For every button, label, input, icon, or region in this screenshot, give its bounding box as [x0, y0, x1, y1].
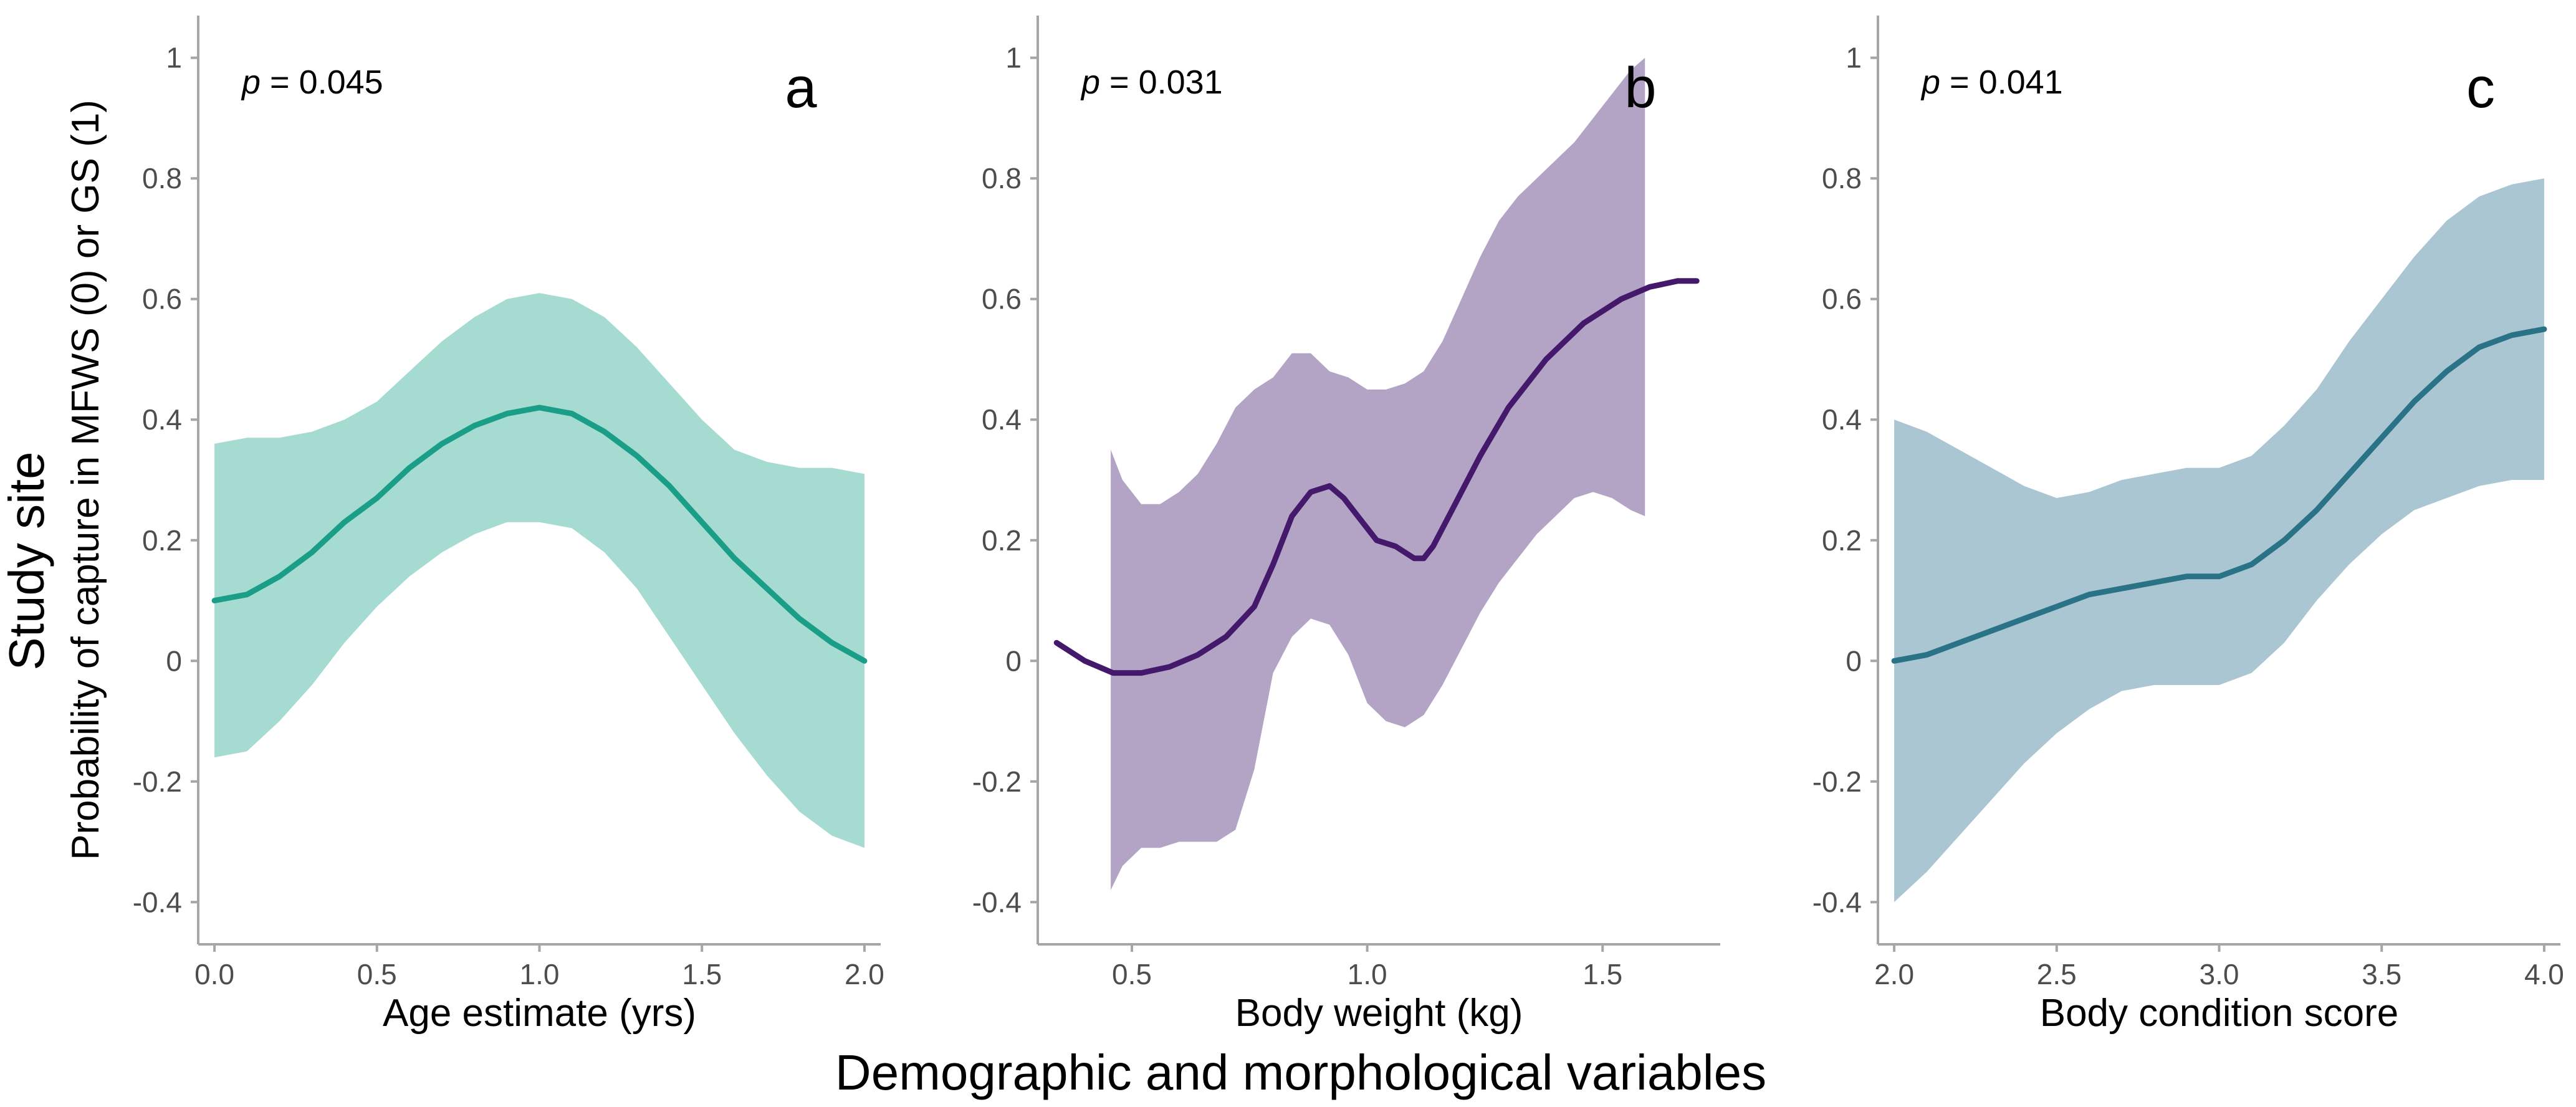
y-tick-label: 0: [1846, 645, 1862, 677]
x-tick-label: 0.5: [357, 958, 397, 990]
p-value-label: p = 0.045: [241, 64, 383, 101]
y-tick-label: 0.6: [142, 283, 182, 315]
y-tick-label: 1: [166, 42, 182, 74]
x-tick-label: 4.0: [2524, 958, 2564, 990]
x-axis-title-a: Age estimate (yrs): [383, 992, 696, 1035]
panels: -0.4 -0.2 0 0.2 0.4 0.6 0.8 1 0.0 0.5 1.0 1.5 2.0 Age…: [133, 16, 2564, 1035]
x-axis-title-b: Body weight (kg): [1235, 992, 1523, 1035]
y-tick-label: 0.8: [982, 162, 1022, 194]
panel-a: -0.4 -0.2 0 0.2 0.4 0.6 0.8 1 0.0 0.5 1.0 1.5 2.0 Age…: [133, 16, 884, 1035]
y-tick-label: -0.4: [972, 886, 1022, 918]
y-tick-label: 0.4: [982, 403, 1022, 436]
y-axis-title-sub: Probability of capture in MFWS (0) or GS…: [64, 100, 107, 860]
y-tick-label: 1: [1005, 42, 1022, 74]
x-tick-label: 2.0: [845, 958, 884, 990]
x-tick-label: 2.0: [1874, 958, 1914, 990]
y-tick-label: -0.4: [1812, 886, 1862, 918]
y-tick-label: 0.8: [1822, 162, 1862, 194]
y-tick-label: 0.2: [982, 524, 1022, 557]
y-tick-label: 0.4: [142, 403, 182, 436]
panel-letter-c: c: [2466, 56, 2495, 120]
y-tick-label: 0: [166, 645, 182, 677]
y-tick-label: 0.6: [982, 283, 1022, 315]
y-tick-label: 0.6: [1822, 283, 1862, 315]
y-tick-label: -0.4: [133, 886, 182, 918]
x-axis-title-c: Body condition score: [2040, 992, 2399, 1035]
x-tick-label: 0.0: [194, 958, 234, 990]
panel-c: -0.4 -0.2 0 0.2 0.4 0.6 0.8 1 2.0 2.5 3.0 3.5 4.0 Bod…: [1812, 16, 2564, 1035]
panel-letter-a: a: [785, 56, 817, 120]
x-tick-label: 1.0: [520, 958, 560, 990]
x-tick-label: 0.5: [1112, 958, 1152, 990]
y-tick-label: 0.2: [1822, 524, 1862, 557]
fit-line-c: [1891, 326, 2547, 664]
confidence-band-b: [1111, 57, 1645, 890]
y-tick-label: -0.2: [133, 765, 182, 798]
y-tick-label: 0.8: [142, 162, 182, 194]
x-tick-label: 2.5: [2037, 958, 2077, 990]
fit-line-b: [1053, 278, 1700, 676]
x-axis-title-main: Demographic and morphological variables: [835, 1045, 1766, 1100]
x-tick-label: 1.5: [682, 958, 722, 990]
confidence-band-a: [214, 293, 864, 848]
y-tick-label: -0.2: [1812, 765, 1862, 798]
panel-b: -0.4 -0.2 0 0.2 0.4 0.6 0.8 1 0.5 1.0 1.5 Body weig…: [972, 16, 1720, 1035]
p-value-label: p = 0.031: [1080, 64, 1223, 101]
panel-letter-b: b: [1624, 56, 1656, 120]
x-tick-label: 1.0: [1348, 958, 1387, 990]
y-tick-label: 0: [1005, 645, 1022, 677]
y-tick-label: 1: [1846, 42, 1862, 74]
y-tick-label: 0.2: [142, 524, 182, 557]
x-tick-label: 1.5: [1582, 958, 1622, 990]
x-tick-label: 3.0: [2200, 958, 2239, 990]
x-tick-label: 3.5: [2362, 958, 2401, 990]
confidence-band-c: [1894, 178, 2544, 903]
y-tick-label: -0.2: [972, 765, 1022, 798]
y-axis-title-main: Study site: [0, 451, 54, 670]
p-value-label: p = 0.041: [1920, 64, 2063, 101]
fit-line-a: [211, 405, 868, 664]
y-tick-label: 0.4: [1822, 403, 1862, 436]
